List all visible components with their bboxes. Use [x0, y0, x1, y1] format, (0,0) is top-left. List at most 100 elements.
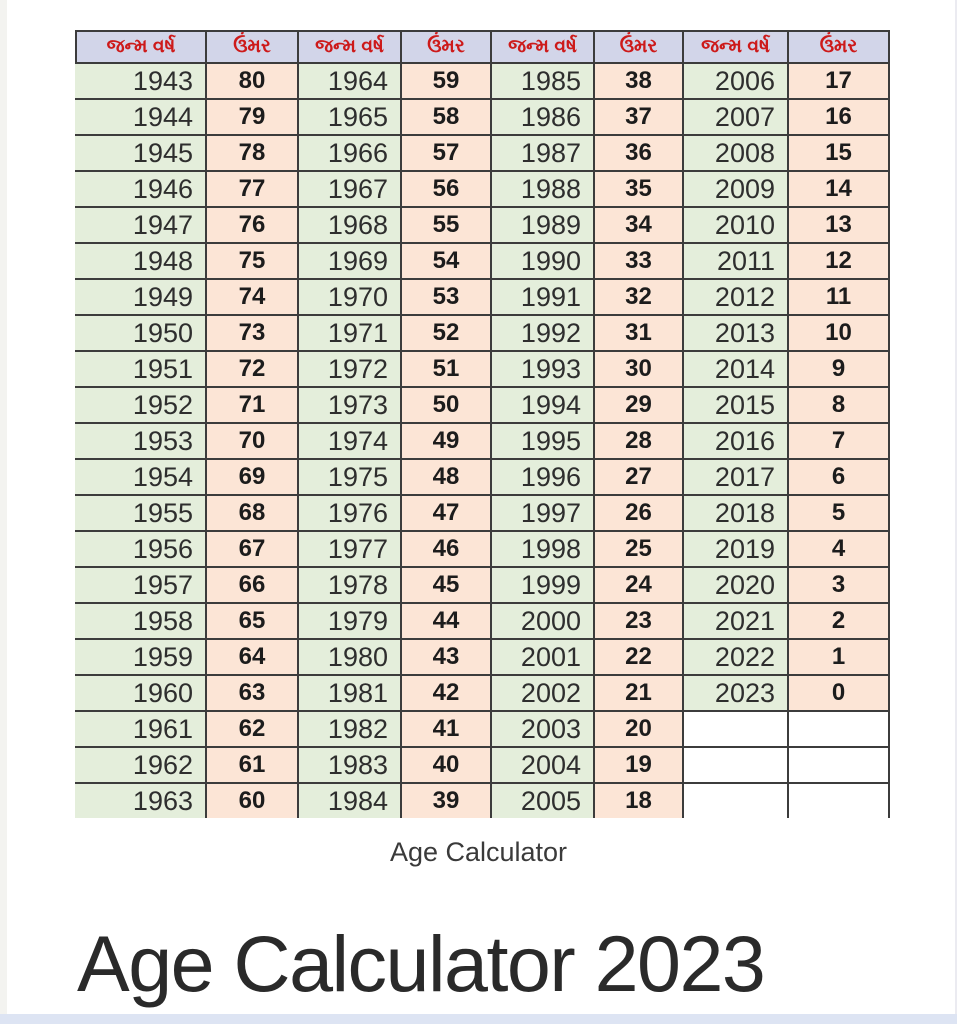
year-cell: 1950	[75, 316, 205, 352]
year-cell: 2011	[682, 244, 787, 280]
age-cell: 12	[787, 244, 888, 280]
age-cell: 77	[205, 172, 297, 208]
year-cell: 2007	[682, 100, 787, 136]
age-cell: 6	[787, 460, 888, 496]
header-age-label: ઉંમર	[593, 32, 682, 64]
age-cell: 58	[400, 100, 490, 136]
age-cell: 14	[787, 172, 888, 208]
age-cell: 35	[593, 172, 682, 208]
age-cell: 15	[787, 136, 888, 172]
age-cell: 66	[205, 568, 297, 604]
year-cell: 2005	[490, 784, 593, 818]
year-cell: 2000	[490, 604, 593, 640]
year-cell: 1986	[490, 100, 593, 136]
year-cell: 1979	[297, 604, 400, 640]
year-cell: 2018	[682, 496, 787, 532]
age-cell: 37	[593, 100, 682, 136]
year-cell: 1953	[75, 424, 205, 460]
bottom-strip	[0, 1014, 957, 1024]
age-cell: 8	[787, 388, 888, 424]
page-title: Age Calculator 2023	[77, 919, 766, 1008]
year-cell: 1969	[297, 244, 400, 280]
year-cell: 2008	[682, 136, 787, 172]
year-cell: 1971	[297, 316, 400, 352]
age-cell: 36	[593, 136, 682, 172]
year-cell: 1951	[75, 352, 205, 388]
year-cell: 1970	[297, 280, 400, 316]
year-cell: 1989	[490, 208, 593, 244]
age-cell: 47	[400, 496, 490, 532]
age-cell: 62	[205, 712, 297, 748]
year-cell: 1998	[490, 532, 593, 568]
age-cell: 71	[205, 388, 297, 424]
year-cell: 1988	[490, 172, 593, 208]
year-cell: 1994	[490, 388, 593, 424]
year-cell: 1999	[490, 568, 593, 604]
year-cell: 2004	[490, 748, 593, 784]
year-cell: 2010	[682, 208, 787, 244]
page-left-edge	[0, 0, 7, 1024]
year-cell: 1981	[297, 676, 400, 712]
age-cell: 76	[205, 208, 297, 244]
age-cell: 23	[593, 604, 682, 640]
year-cell: 1990	[490, 244, 593, 280]
year-cell: 2013	[682, 316, 787, 352]
year-cell: 1976	[297, 496, 400, 532]
age-cell: 59	[400, 64, 490, 100]
year-cell: 1945	[75, 136, 205, 172]
year-cell: 1980	[297, 640, 400, 676]
year-cell: 2009	[682, 172, 787, 208]
year-cell: 1978	[297, 568, 400, 604]
age-cell: 38	[593, 64, 682, 100]
age-table-grid: જન્મ વર્ષ ઉંમર જન્મ વર્ષ ઉંમર જન્મ વર્ષ ઉંમર જ…	[75, 30, 890, 818]
age-cell: 11	[787, 280, 888, 316]
year-cell: 1997	[490, 496, 593, 532]
age-cell: 7	[787, 424, 888, 460]
age-cell: 51	[400, 352, 490, 388]
age-cell: 1	[787, 640, 888, 676]
year-cell: 1959	[75, 640, 205, 676]
age-cell: 3	[787, 568, 888, 604]
year-cell: 2019	[682, 532, 787, 568]
age-cell: 34	[593, 208, 682, 244]
age-cell: 48	[400, 460, 490, 496]
age-cell: 31	[593, 316, 682, 352]
header-age-label: ઉંમર	[787, 32, 888, 64]
age-cell: 63	[205, 676, 297, 712]
age-cell: 30	[593, 352, 682, 388]
year-cell: 1948	[75, 244, 205, 280]
age-cell: 42	[400, 676, 490, 712]
age-cell: 43	[400, 640, 490, 676]
empty-cell	[787, 784, 888, 818]
age-cell: 40	[400, 748, 490, 784]
year-cell: 1943	[75, 64, 205, 100]
age-cell: 4	[787, 532, 888, 568]
year-cell: 2015	[682, 388, 787, 424]
age-cell: 69	[205, 460, 297, 496]
age-cell: 2	[787, 604, 888, 640]
age-cell: 44	[400, 604, 490, 640]
age-cell: 46	[400, 532, 490, 568]
age-cell: 45	[400, 568, 490, 604]
year-cell: 2001	[490, 640, 593, 676]
year-cell: 1973	[297, 388, 400, 424]
year-cell: 1963	[75, 784, 205, 818]
age-cell: 74	[205, 280, 297, 316]
year-cell: 1996	[490, 460, 593, 496]
year-cell: 1967	[297, 172, 400, 208]
age-cell: 28	[593, 424, 682, 460]
year-cell: 2002	[490, 676, 593, 712]
year-cell: 1968	[297, 208, 400, 244]
year-cell: 2016	[682, 424, 787, 460]
year-cell: 1972	[297, 352, 400, 388]
age-cell: 52	[400, 316, 490, 352]
empty-cell	[787, 712, 888, 748]
age-cell: 18	[593, 784, 682, 818]
age-cell: 41	[400, 712, 490, 748]
year-cell: 2006	[682, 64, 787, 100]
age-cell: 19	[593, 748, 682, 784]
year-cell: 1995	[490, 424, 593, 460]
year-cell: 1983	[297, 748, 400, 784]
age-cell: 72	[205, 352, 297, 388]
age-cell: 80	[205, 64, 297, 100]
